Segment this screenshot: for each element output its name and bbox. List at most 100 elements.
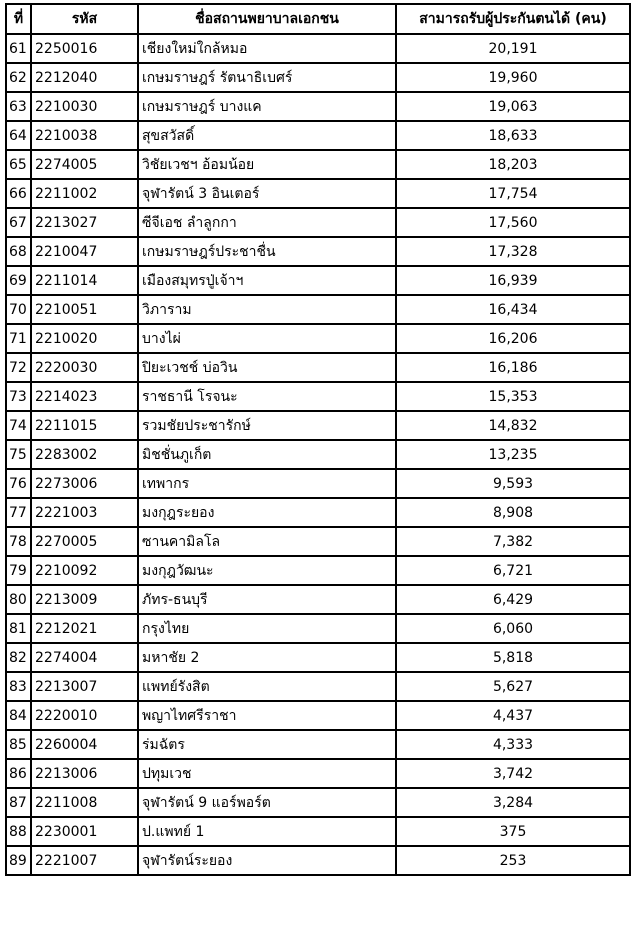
table-row: 89 2221007 จุฬารัตน์ระยอง 253 — [5, 845, 631, 876]
capacity-value: 19,063 — [395, 91, 631, 122]
row-number: 88 — [5, 816, 32, 847]
row-number: 65 — [5, 149, 32, 180]
capacity-value: 5,627 — [395, 671, 631, 702]
row-number: 82 — [5, 642, 32, 673]
row-number: 80 — [5, 584, 32, 615]
capacity-value: 13,235 — [395, 439, 631, 470]
row-number: 83 — [5, 671, 32, 702]
capacity-value: 20,191 — [395, 33, 631, 64]
hospital-name: ร่มฉัตร — [137, 729, 397, 760]
row-number: 69 — [5, 265, 32, 296]
hospital-code: 2220030 — [30, 352, 139, 383]
hospital-name: วิภาราม — [137, 294, 397, 325]
capacity-value: 15,353 — [395, 381, 631, 412]
table-row: 63 2210030 เกษมราษฎร์ บางแค 19,063 — [5, 91, 631, 122]
table-row: 79 2210092 มงกุฎวัฒนะ 6,721 — [5, 555, 631, 586]
capacity-value: 16,206 — [395, 323, 631, 354]
hospital-code: 2210051 — [30, 294, 139, 325]
table-row: 77 2221003 มงกุฎระยอง 8,908 — [5, 497, 631, 528]
capacity-value: 16,434 — [395, 294, 631, 325]
hospital-name: เกษมราษฎร์ บางแค — [137, 91, 397, 122]
capacity-value: 3,284 — [395, 787, 631, 818]
hospital-name: มงกุฎระยอง — [137, 497, 397, 528]
row-number: 75 — [5, 439, 32, 470]
table-row: 66 2211002 จุฬารัตน์ 3 อินเตอร์ 17,754 — [5, 178, 631, 209]
hospital-code: 2213027 — [30, 207, 139, 238]
hospital-name: ป.แพทย์ 1 — [137, 816, 397, 847]
hospital-code: 2270005 — [30, 526, 139, 557]
table-row: 76 2273006 เทพากร 9,593 — [5, 468, 631, 499]
row-number: 86 — [5, 758, 32, 789]
capacity-value: 9,593 — [395, 468, 631, 499]
row-number: 74 — [5, 410, 32, 441]
table-row: 62 2212040 เกษมราษฎร์ รัตนาธิเบศร์ 19,960 — [5, 62, 631, 93]
hospital-code: 2212021 — [30, 613, 139, 644]
hospital-code: 2221003 — [30, 497, 139, 528]
capacity-value: 253 — [395, 845, 631, 876]
table-row: 72 2220030 ปิยะเวชช์ บ่อวิน 16,186 — [5, 352, 631, 383]
table-row: 74 2211015 รวมชัยประชารักษ์ 14,832 — [5, 410, 631, 441]
header-no: ที่ — [5, 3, 32, 35]
table-row: 69 2211014 เมืองสมุทรปู่เจ้าฯ 16,939 — [5, 265, 631, 296]
capacity-value: 16,939 — [395, 265, 631, 296]
hospital-code: 2211002 — [30, 178, 139, 209]
hospital-name: ภัทร-ธนบุรี — [137, 584, 397, 615]
hospital-code: 2260004 — [30, 729, 139, 760]
row-number: 71 — [5, 323, 32, 354]
capacity-value: 18,203 — [395, 149, 631, 180]
capacity-value: 4,437 — [395, 700, 631, 731]
capacity-value: 6,721 — [395, 555, 631, 586]
hospital-code: 2210020 — [30, 323, 139, 354]
row-number: 70 — [5, 294, 32, 325]
row-number: 77 — [5, 497, 32, 528]
hospital-name: บางไผ่ — [137, 323, 397, 354]
capacity-value: 14,832 — [395, 410, 631, 441]
hospital-capacity-table: ที่ รหัส ชื่อสถานพยาบาลเอกชน สามารถรับผู… — [5, 3, 631, 876]
hospital-name: เมืองสมุทรปู่เจ้าฯ — [137, 265, 397, 296]
row-number: 73 — [5, 381, 32, 412]
capacity-value: 7,382 — [395, 526, 631, 557]
hospital-code: 2210038 — [30, 120, 139, 151]
table-row: 82 2274004 มหาชัย 2 5,818 — [5, 642, 631, 673]
capacity-value: 8,908 — [395, 497, 631, 528]
hospital-name: เกษมราษฎร์ รัตนาธิเบศร์ — [137, 62, 397, 93]
hospital-code: 2221007 — [30, 845, 139, 876]
hospital-name: ราชธานี โรจนะ — [137, 381, 397, 412]
hospital-code: 2274004 — [30, 642, 139, 673]
table-row: 85 2260004 ร่มฉัตร 4,333 — [5, 729, 631, 760]
capacity-value: 375 — [395, 816, 631, 847]
header-hospital-name: ชื่อสถานพยาบาลเอกชน — [137, 3, 397, 35]
hospital-code: 2210030 — [30, 91, 139, 122]
table-row: 64 2210038 สุขสวัสดิ์ 18,633 — [5, 120, 631, 151]
hospital-name: เกษมราษฎร์ประชาชื่น — [137, 236, 397, 267]
hospital-name: ซีจีเอช ลำลูกกา — [137, 207, 397, 238]
table-row: 67 2213027 ซีจีเอช ลำลูกกา 17,560 — [5, 207, 631, 238]
table-row: 83 2213007 แพทย์รังสิต 5,627 — [5, 671, 631, 702]
capacity-value: 17,754 — [395, 178, 631, 209]
hospital-name: จุฬารัตน์ระยอง — [137, 845, 397, 876]
capacity-value: 16,186 — [395, 352, 631, 383]
capacity-value: 6,060 — [395, 613, 631, 644]
row-number: 81 — [5, 613, 32, 644]
table-row: 75 2283002 มิชชั่นภูเก็ต 13,235 — [5, 439, 631, 470]
row-number: 87 — [5, 787, 32, 818]
hospital-code: 2273006 — [30, 468, 139, 499]
row-number: 61 — [5, 33, 32, 64]
hospital-name: เชียงใหม่ใกล้หมอ — [137, 33, 397, 64]
row-number: 76 — [5, 468, 32, 499]
table-row: 80 2213009 ภัทร-ธนบุรี 6,429 — [5, 584, 631, 615]
hospital-name: ปิยะเวชช์ บ่อวิน — [137, 352, 397, 383]
table-row: 73 2214023 ราชธานี โรจนะ 15,353 — [5, 381, 631, 412]
hospital-code: 2283002 — [30, 439, 139, 470]
capacity-value: 18,633 — [395, 120, 631, 151]
hospital-code: 2250016 — [30, 33, 139, 64]
table-row: 84 2220010 พญาไทศรีราชา 4,437 — [5, 700, 631, 731]
hospital-name: มงกุฎวัฒนะ — [137, 555, 397, 586]
table-row: 61 2250016 เชียงใหม่ใกล้หมอ 20,191 — [5, 33, 631, 64]
table-row: 65 2274005 วิชัยเวชฯ อ้อมน้อย 18,203 — [5, 149, 631, 180]
table-row: 81 2212021 กรุงไทย 6,060 — [5, 613, 631, 644]
row-number: 68 — [5, 236, 32, 267]
hospital-code: 2212040 — [30, 62, 139, 93]
hospital-code: 2210092 — [30, 555, 139, 586]
table-row: 78 2270005 ซานคามิลโล 7,382 — [5, 526, 631, 557]
